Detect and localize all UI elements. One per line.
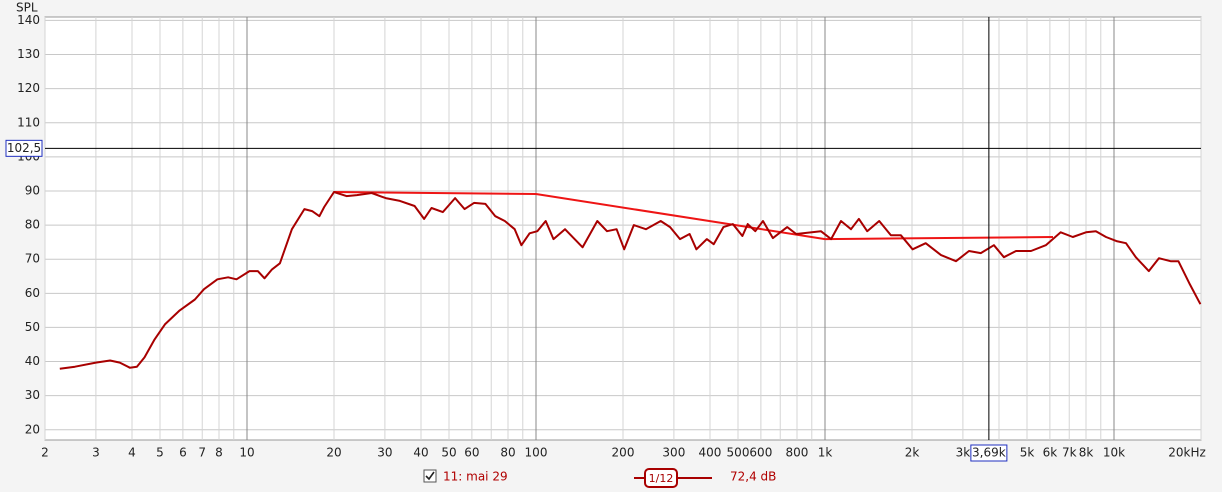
x-tick-label: 5 — [156, 446, 164, 460]
x-tick-label: 600 — [749, 446, 772, 460]
x-tick-label: 200 — [612, 446, 635, 460]
cursor-x-box — [970, 444, 1008, 462]
x-tick-label: 5k — [1020, 446, 1035, 460]
y-tick-label: 120 — [17, 81, 40, 95]
y-tick-label: 30 — [25, 388, 40, 402]
check-mark — [425, 471, 435, 481]
x-tick-label: 100 — [525, 446, 548, 460]
x-tick-label: 1k — [818, 446, 833, 460]
x-tick-label: 400 — [699, 446, 722, 460]
x-tick-label: 10 — [239, 446, 254, 460]
y-tick-label: 110 — [17, 115, 40, 129]
x-tick-label: 10k — [1103, 446, 1125, 460]
x-tick-label: 40 — [413, 446, 428, 460]
x-tick-label: 3k — [956, 446, 971, 460]
x-tick-label: 8k — [1079, 446, 1094, 460]
x-tick-label: 6 — [179, 446, 187, 460]
x-tick-label: 80 — [500, 446, 515, 460]
y-tick-label: 80 — [25, 218, 40, 232]
x-tick-label: 20kHz — [1168, 446, 1206, 460]
x-tick-label: 4 — [128, 446, 136, 460]
smoothing-button[interactable] — [644, 468, 678, 488]
y-tick-label: 20 — [25, 422, 40, 436]
y-tick-label: 40 — [25, 354, 40, 368]
readout: 72,4 dB — [730, 470, 776, 484]
cursor-x-label: 3,69k — [972, 446, 1006, 460]
y-tick-label: 90 — [25, 183, 40, 197]
x-tick-label: 30 — [377, 446, 392, 460]
y-tick-label: 50 — [25, 320, 40, 334]
y-tick-label: 60 — [25, 286, 40, 300]
x-tick-label: 3 — [92, 446, 100, 460]
cursor-y-box — [5, 139, 43, 157]
x-tick-label: 50 — [441, 446, 456, 460]
legend-entry[interactable]: 11: mai 29 — [443, 470, 508, 484]
x-tick-label: 800 — [786, 446, 809, 460]
x-tick-label: 8 — [215, 446, 223, 460]
y-axis-label: SPL — [16, 1, 38, 15]
smoothing-label: 1/12 — [649, 472, 674, 485]
x-tick-label: 60 — [464, 446, 479, 460]
x-tick-label: 6k — [1043, 446, 1058, 460]
legend-checkbox[interactable] — [423, 469, 437, 483]
series-line — [333, 191, 1054, 241]
x-tick-label: 500 — [727, 446, 750, 460]
x-tick-label: 20 — [326, 446, 341, 460]
y-tick-label: 140 — [17, 13, 40, 27]
x-tick-label: 2k — [905, 446, 920, 460]
y-tick-label: 130 — [17, 47, 40, 61]
x-tick-label: 7 — [198, 446, 206, 460]
x-tick-label: 7k — [1062, 446, 1077, 460]
y-tick-label: 70 — [25, 252, 40, 266]
cursor-y-label: 102,5 — [7, 141, 41, 155]
series-line — [59, 191, 1202, 370]
x-tick-label: 300 — [662, 446, 685, 460]
x-tick-label: 2 — [41, 446, 49, 460]
